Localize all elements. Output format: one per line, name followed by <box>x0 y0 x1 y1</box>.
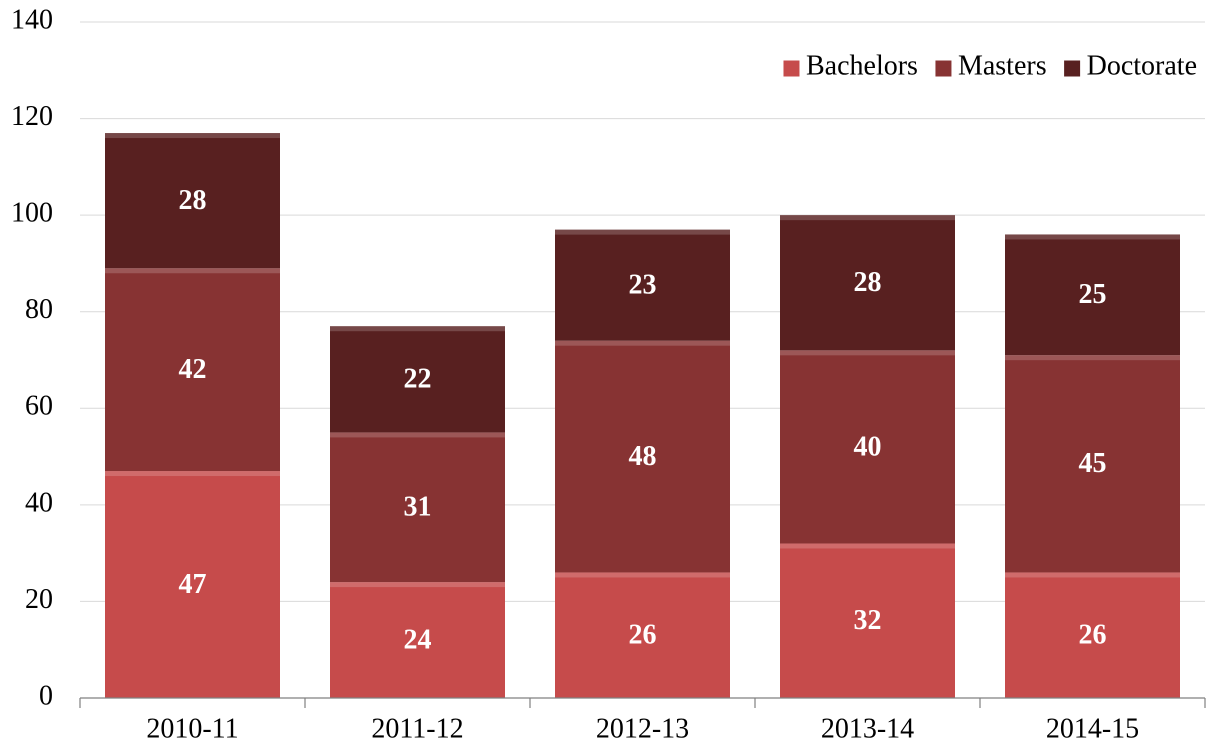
bar-highlight <box>105 133 280 139</box>
y-tick-label: 100 <box>11 198 53 229</box>
legend-label: Masters <box>958 50 1047 81</box>
data-label: 40 <box>854 431 882 462</box>
bar-segment <box>105 471 280 698</box>
y-tick-label: 0 <box>39 680 53 711</box>
y-tick-label: 40 <box>25 487 53 518</box>
data-label: 23 <box>629 270 657 301</box>
bar-segment <box>330 326 505 433</box>
bar-segment <box>780 215 955 351</box>
bar-highlight <box>330 432 505 438</box>
x-tick-label: 2013-14 <box>821 713 914 744</box>
bar-highlight <box>555 340 730 346</box>
data-label: 45 <box>1079 448 1107 479</box>
bar-highlight <box>1005 355 1180 361</box>
bar-highlight <box>780 215 955 221</box>
legend-label: Bachelors <box>806 50 918 81</box>
bar-highlight <box>105 268 280 274</box>
data-label: 28 <box>179 185 207 216</box>
bar-segment <box>1005 355 1180 573</box>
x-tick-label: 2011-12 <box>371 713 463 744</box>
bar-highlight <box>1005 234 1180 240</box>
bar-segment <box>105 133 280 269</box>
bar-segment <box>1005 572 1180 698</box>
data-label: 32 <box>854 605 882 636</box>
bar-segment <box>1005 234 1180 356</box>
bar-segment <box>555 340 730 573</box>
bar-segment <box>330 582 505 698</box>
bar-highlight <box>1005 572 1180 578</box>
bar-highlight <box>105 471 280 477</box>
data-label: 25 <box>1079 279 1107 310</box>
bar-highlight <box>780 350 955 356</box>
x-tick-label: 2010-11 <box>146 713 238 744</box>
bar-highlight <box>330 326 505 332</box>
data-label: 31 <box>404 492 432 523</box>
x-tick-label: 2014-15 <box>1046 713 1139 744</box>
data-label: 26 <box>629 620 657 651</box>
data-label: 48 <box>629 441 657 472</box>
bar-segment <box>330 432 505 583</box>
legend-swatch <box>782 59 801 78</box>
data-label: 22 <box>404 364 432 395</box>
bar-segment <box>780 543 955 698</box>
bar-segment <box>555 572 730 698</box>
data-label: 26 <box>1079 620 1107 651</box>
data-label: 24 <box>404 624 432 655</box>
bar-segment <box>105 268 280 472</box>
y-tick-label: 20 <box>25 584 53 615</box>
bar-highlight <box>555 572 730 578</box>
bar-highlight <box>555 229 730 235</box>
bar-highlight <box>780 543 955 549</box>
y-tick-label: 140 <box>11 4 53 35</box>
data-label: 28 <box>854 267 882 298</box>
y-tick-label: 60 <box>25 391 53 422</box>
bar-segment <box>555 229 730 341</box>
data-label: 42 <box>179 354 207 385</box>
legend-swatch <box>1063 59 1082 78</box>
bar-highlight <box>330 582 505 588</box>
y-tick-label: 120 <box>11 101 53 132</box>
bar-segment <box>780 350 955 544</box>
legend-label: Doctorate <box>1087 50 1197 81</box>
legend-swatch <box>934 59 953 78</box>
x-tick-label: 2012-13 <box>596 713 689 744</box>
y-tick-label: 80 <box>25 294 53 325</box>
data-label: 47 <box>179 569 207 600</box>
